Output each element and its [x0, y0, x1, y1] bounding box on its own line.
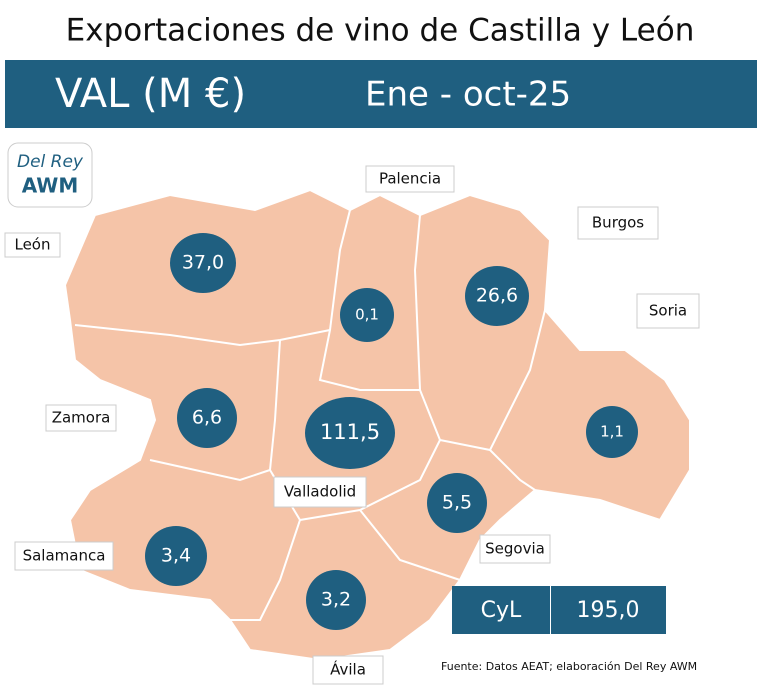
province-value: 3,2 — [321, 589, 351, 611]
province-value: 6,6 — [192, 407, 222, 429]
total-value-box — [551, 586, 666, 634]
province-value: 1,1 — [600, 423, 624, 441]
title: Exportaciones de vino de Castilla y León — [66, 13, 695, 49]
source: Fuente: Datos AEAT; elaboración Del Rey … — [441, 660, 697, 673]
province-label-box — [45, 404, 117, 432]
province-name: Ávila — [330, 660, 366, 679]
value-bubble — [306, 570, 366, 630]
total-label: CyL — [481, 598, 522, 623]
header-band — [5, 60, 757, 128]
province-name: Salamanca — [23, 547, 106, 565]
province-label-box — [636, 293, 700, 329]
logo-line2: AWM — [22, 174, 79, 198]
province-value: 111,5 — [320, 420, 380, 444]
province-name: León — [14, 236, 50, 254]
logo-line1: Del Rey — [17, 152, 84, 172]
value-bubble — [340, 288, 394, 342]
province-name: Palencia — [379, 170, 441, 188]
header-metric: VAL (M €) — [55, 71, 246, 117]
value-bubble — [586, 406, 638, 458]
logo-box — [7, 142, 93, 208]
province-name: Segovia — [485, 540, 545, 558]
province-value: 5,5 — [442, 492, 472, 514]
province-name: Valladolid — [284, 483, 356, 501]
province-name: Zamora — [52, 409, 111, 427]
header-period: Ene - oct-25 — [365, 75, 571, 115]
value-bubble — [465, 266, 529, 326]
value-bubble — [170, 233, 236, 293]
province-label-box — [365, 165, 455, 193]
province-name: Burgos — [592, 214, 644, 232]
total-value: 195,0 — [577, 598, 640, 623]
value-bubble — [145, 526, 207, 586]
value-bubble — [177, 388, 237, 448]
total-label-box — [452, 586, 550, 634]
province-value: 26,6 — [476, 285, 518, 307]
province-label-box — [312, 655, 384, 685]
value-bubble — [427, 473, 487, 533]
province-label-box — [577, 206, 659, 240]
province-value: 0,1 — [355, 306, 379, 324]
province-value: 3,4 — [161, 545, 191, 567]
province-label-box — [479, 534, 551, 564]
province-name: Soria — [649, 302, 687, 320]
province-label-box — [4, 232, 61, 258]
province-label-box — [273, 476, 367, 508]
province-value: 37,0 — [182, 252, 224, 274]
province-label-box — [14, 541, 114, 571]
value-bubble — [305, 397, 395, 469]
provinces: 37,0 León 0,1 Palencia 26,6 Burgos 1,1 Soria 6,6… — [4, 165, 700, 685]
